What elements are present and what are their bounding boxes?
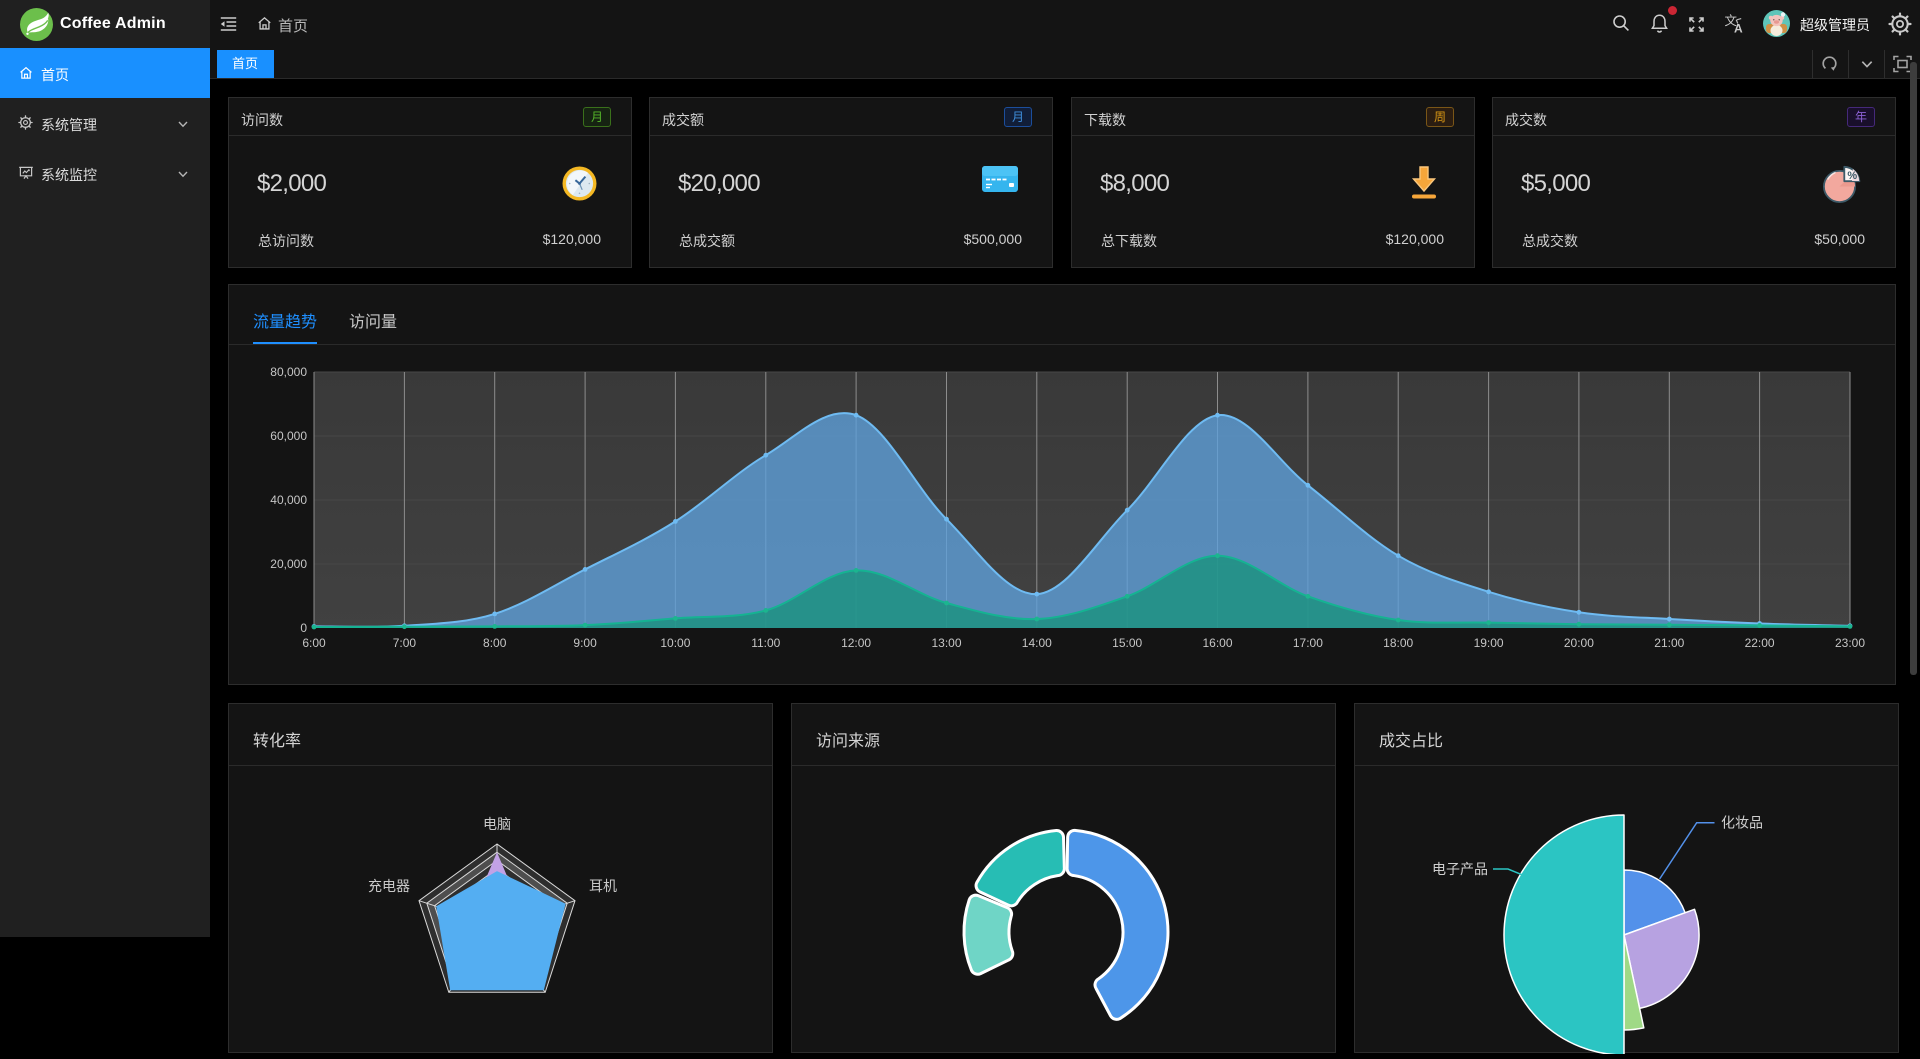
- svg-text:80,000: 80,000: [270, 365, 307, 379]
- svg-text:8:00: 8:00: [483, 636, 507, 650]
- svg-text:22:00: 22:00: [1745, 636, 1775, 650]
- svg-text:20:00: 20:00: [1564, 636, 1594, 650]
- svg-text:0: 0: [300, 621, 307, 635]
- svg-text:%: %: [1847, 170, 1857, 182]
- svg-text:18:00: 18:00: [1383, 636, 1413, 650]
- svg-text:40,000: 40,000: [270, 493, 307, 507]
- svg-text:11:00: 11:00: [751, 636, 780, 650]
- svg-text:9:00: 9:00: [573, 636, 597, 650]
- svg-text:12:00: 12:00: [841, 636, 871, 650]
- svg-text:13:00: 13:00: [931, 636, 961, 650]
- svg-text:电脑: 电脑: [483, 816, 511, 832]
- svg-text:60,000: 60,000: [270, 429, 307, 443]
- svg-text:充电器: 充电器: [368, 878, 410, 894]
- svg-text:14:00: 14:00: [1022, 636, 1052, 650]
- svg-text:耳机: 耳机: [589, 878, 617, 894]
- svg-text:16:00: 16:00: [1202, 636, 1232, 650]
- svg-text:6:00: 6:00: [302, 636, 326, 650]
- svg-text:7:00: 7:00: [393, 636, 417, 650]
- svg-text:10:00: 10:00: [660, 636, 690, 650]
- svg-text:20,000: 20,000: [270, 557, 307, 571]
- svg-text:电子产品: 电子产品: [1432, 861, 1488, 877]
- svg-text:17:00: 17:00: [1293, 636, 1323, 650]
- svg-text:文: 文: [1725, 13, 1738, 28]
- svg-text:15:00: 15:00: [1112, 636, 1142, 650]
- svg-text:A: A: [1734, 22, 1743, 35]
- svg-text:化妆品: 化妆品: [1721, 815, 1763, 831]
- svg-text:21:00: 21:00: [1654, 636, 1684, 650]
- svg-text:23:00: 23:00: [1835, 636, 1865, 650]
- svg-text:19:00: 19:00: [1474, 636, 1504, 650]
